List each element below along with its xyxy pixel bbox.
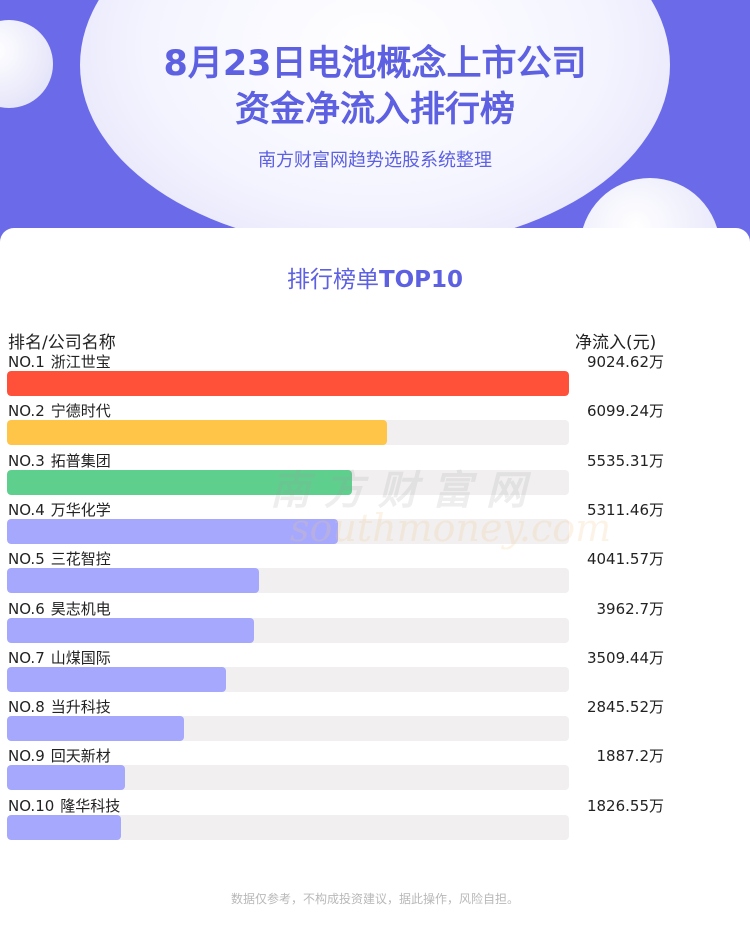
- company-name: 回天新材: [50, 747, 111, 766]
- rank-label: NO.1: [8, 353, 45, 371]
- inflow-value: 1887.2万: [596, 747, 665, 766]
- inflow-value: 3962.7万: [596, 599, 665, 618]
- bar-track: [7, 469, 569, 495]
- company-name: 山煤国际: [50, 648, 111, 667]
- bar-track: [7, 617, 569, 643]
- inflow-value: 2845.52万: [586, 698, 664, 717]
- rank-and-company: NO.9 回天新材: [8, 745, 111, 766]
- rank-and-company: NO.2 宁德时代: [8, 400, 111, 421]
- rank-label: NO.2: [8, 402, 45, 421]
- rank-label: NO.7: [8, 648, 45, 667]
- rank-and-company: NO.5 三花智控: [8, 548, 111, 569]
- ranking-title-prefix: 排行榜单: [286, 267, 379, 293]
- inflow-value: 1826.55万: [586, 796, 664, 815]
- rank-and-company: NO.10 隆华科技: [8, 795, 120, 816]
- column-header-inflow: 净流入(元): [575, 333, 657, 353]
- bar-track: [7, 371, 569, 396]
- page-subtitle: 南方财富网趋势选股系统整理: [258, 150, 492, 171]
- rank-and-company: NO.4 万华化学: [8, 499, 111, 520]
- ranking-card: 排行榜单TOP10 排名/公司名称 净流入(元) NO.1 浙江世宝 9024.62…: [0, 228, 750, 925]
- company-name: 三花智控: [50, 550, 111, 569]
- rank-label: NO.10: [8, 796, 55, 815]
- company-name: 万华化学: [50, 500, 111, 519]
- rank-label: NO.4: [8, 500, 45, 519]
- table-row: NO.10 隆华科技 1826.55万: [0, 795, 750, 844]
- rank-and-company: NO.8 当升科技: [8, 696, 111, 717]
- bar-track: [7, 420, 569, 446]
- rank-label: NO.5: [8, 550, 45, 569]
- inflow-value: 5535.31万: [586, 451, 664, 470]
- bar-track: [7, 765, 569, 791]
- company-name: 宁德时代: [50, 402, 111, 421]
- bar: [7, 371, 569, 396]
- bar: [7, 469, 352, 495]
- company-name: 隆华科技: [60, 796, 121, 815]
- bar: [7, 568, 259, 594]
- page-title-line2: 资金净流入排行榜: [234, 90, 515, 130]
- rank-label: NO.9: [8, 747, 45, 766]
- inflow-value: 9024.62万: [586, 353, 664, 371]
- ranking-title: 排行榜单TOP10: [0, 260, 750, 294]
- page-title-line1: 8月23日电池概念上市公司: [163, 44, 587, 84]
- bar: [7, 716, 185, 742]
- company-name: 浙江世宝: [50, 353, 111, 371]
- ranking-title-suffix: TOP10: [378, 267, 464, 293]
- bar: [7, 814, 121, 840]
- rank-and-company: NO.6 昊志机电: [8, 598, 111, 619]
- company-name: 拓普集团: [50, 451, 111, 470]
- table-row: NO.3 拓普集团 5535.31万: [0, 450, 750, 499]
- rank-and-company: NO.7 山煤国际: [8, 647, 111, 668]
- table-row: NO.7 山煤国际 3509.44万: [0, 647, 750, 696]
- inflow-value: 5311.46万: [586, 500, 664, 519]
- table-row: NO.9 回天新材 1887.2万: [0, 745, 750, 794]
- inflow-value: 6099.24万: [586, 402, 664, 421]
- bar-track: [7, 814, 569, 840]
- column-header-company: 排名/公司名称: [8, 333, 116, 353]
- bar-track: [7, 568, 569, 594]
- rank-and-company: NO.1 浙江世宝: [8, 351, 111, 372]
- bar: [7, 765, 125, 791]
- company-name: 昊志机电: [50, 599, 111, 618]
- table-row: NO.8 当升科技 2845.52万: [0, 696, 750, 745]
- table-row: NO.4 万华化学 5311.46万: [0, 499, 750, 548]
- bar-track: [7, 518, 569, 544]
- bar: [7, 617, 254, 643]
- disclaimer: 数据仅参考，不构成投资建议，据此操作，风险自担。: [230, 892, 519, 906]
- rank-and-company: NO.3 拓普集团: [8, 450, 111, 471]
- table-row: NO.5 三花智控 4041.57万: [0, 548, 750, 597]
- table-row: NO.6 昊志机电 3962.7万: [0, 598, 750, 647]
- rank-label: NO.8: [8, 698, 45, 717]
- inflow-value: 4041.57万: [586, 550, 664, 569]
- header-banner: 8月23日电池概念上市公司 资金净流入排行榜 南方财富网趋势选股系统整理: [0, 0, 750, 260]
- bar: [7, 420, 387, 446]
- table-row: NO.1 浙江世宝 9024.62万: [0, 351, 750, 400]
- bar-track: [7, 666, 569, 692]
- bar-track: [7, 716, 569, 742]
- bar: [7, 518, 338, 544]
- rank-label: NO.6: [8, 599, 45, 618]
- bar: [7, 666, 226, 692]
- inflow-value: 3509.44万: [586, 648, 664, 667]
- table-row: NO.2 宁德时代 6099.24万: [0, 400, 750, 449]
- rank-label: NO.3: [8, 451, 45, 470]
- company-name: 当升科技: [50, 698, 111, 717]
